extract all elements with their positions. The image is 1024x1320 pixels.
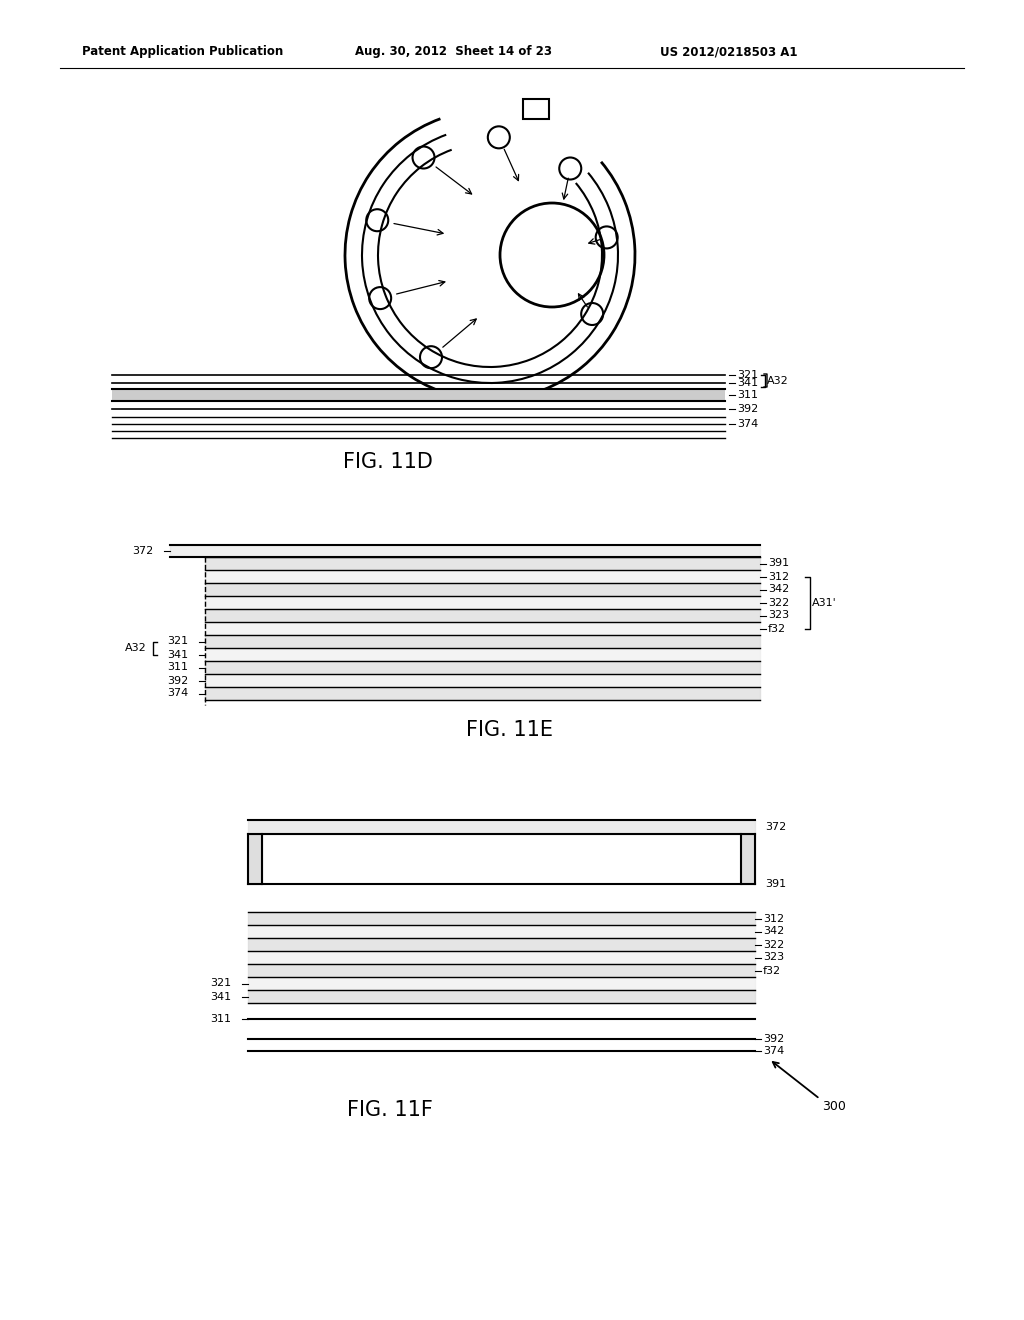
Text: A32: A32 [125,643,146,653]
Text: US 2012/0218503 A1: US 2012/0218503 A1 [660,45,798,58]
Text: 342: 342 [763,927,784,936]
Text: 392: 392 [167,676,188,685]
Text: 341: 341 [167,649,188,660]
Text: 321: 321 [210,978,231,989]
Text: 341: 341 [210,991,231,1002]
Text: Patent Application Publication: Patent Application Publication [82,45,284,58]
Text: 311: 311 [210,1014,231,1024]
Text: 312: 312 [768,572,790,582]
Text: FIG. 11D: FIG. 11D [343,451,433,473]
Text: 312: 312 [763,913,784,924]
Text: 374: 374 [167,689,188,698]
Text: 374: 374 [763,1045,784,1056]
Text: A31': A31' [812,598,837,607]
Text: 372: 372 [132,546,154,556]
Text: 323: 323 [768,610,790,620]
Text: f32: f32 [768,623,786,634]
Text: 391: 391 [768,558,790,569]
Text: A32: A32 [767,376,788,385]
Text: 322: 322 [768,598,790,607]
Text: FIG. 11F: FIG. 11F [347,1100,433,1119]
Text: 392: 392 [763,1034,784,1044]
Bar [523,99,549,120]
Text: 391: 391 [765,879,786,888]
Text: 311: 311 [167,663,188,672]
Text: 321: 321 [737,370,758,380]
Text: 372: 372 [765,822,786,832]
Text: FIG. 11E: FIG. 11E [467,719,554,741]
Text: 321: 321 [167,636,188,647]
Text: 341: 341 [737,378,758,388]
Text: 374: 374 [737,418,758,429]
Text: 323: 323 [763,953,784,962]
Text: Aug. 30, 2012  Sheet 14 of 23: Aug. 30, 2012 Sheet 14 of 23 [355,45,552,58]
Text: 392: 392 [737,404,758,414]
Text: 300: 300 [822,1101,846,1114]
Text: f32: f32 [763,965,781,975]
Text: 322: 322 [763,940,784,949]
Text: 342: 342 [768,585,790,594]
Text: 311: 311 [737,389,758,400]
